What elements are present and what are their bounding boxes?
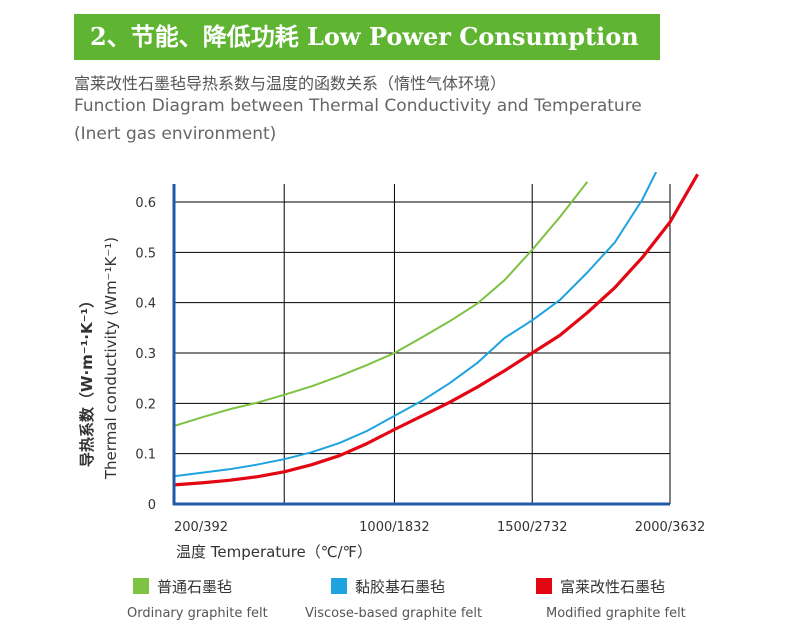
legend-label-viscose: 黏胶基石墨毡	[355, 578, 446, 596]
x-tick-label: 2000/3632	[635, 520, 706, 535]
y-tick-label: 0	[148, 498, 156, 513]
series-layer	[174, 172, 699, 487]
x-tick-label: 200/392	[174, 520, 228, 535]
grid-layer	[174, 184, 671, 504]
x-axis-label: 温度 Temperature（℃/℉）	[176, 543, 372, 561]
section-title: 2、节能、降低功耗 Low Power Consumption	[90, 22, 639, 51]
chart-subtitle-cn: 富莱改性石墨毡导热系数与温度的函数关系（惰性气体环境）	[74, 74, 507, 93]
y-tick-label: 0.5	[135, 246, 156, 261]
legend-label-ordinary: 普通石墨毡	[157, 578, 233, 596]
y-tick-label: 0.2	[135, 397, 156, 412]
x-tick-label: 1500/2732	[497, 520, 568, 535]
section-banner: 2、节能、降低功耗 Low Power Consumption	[74, 14, 660, 60]
y-tick-label: 0.1	[135, 448, 156, 463]
legend-label-modified-en: Modified graphite felt	[546, 606, 686, 621]
legend-swatch-viscose	[331, 578, 347, 594]
series-line-modified	[174, 173, 699, 487]
legend-label-ordinary-en: Ordinary graphite felt	[127, 606, 268, 621]
y-axis-label-cn: 导热系数（W·m⁻¹·K⁻¹）	[78, 293, 96, 467]
legend-label-modified: 富莱改性石墨毡	[560, 578, 666, 596]
x-tick-label: 1000/1832	[359, 520, 430, 535]
y-axis-label-en: Thermal conductivity (Wm⁻¹K⁻¹)	[102, 237, 120, 480]
series-line-ordinary	[174, 181, 589, 427]
legend-swatch-modified	[536, 578, 552, 594]
y-tick-label: 0.3	[135, 347, 156, 362]
series-line-viscose	[174, 172, 658, 478]
chart-subtitle-en: Function Diagram between Thermal Conduct…	[74, 96, 642, 116]
legend-label-viscose-en: Viscose-based graphite felt	[305, 606, 483, 621]
y-tick-label: 0.4	[135, 297, 156, 312]
y-tick-label: 0.6	[135, 196, 156, 211]
legend-swatch-ordinary	[133, 578, 149, 594]
axis-layer: 0 0.1 0.2 0.3 0.4 0.5 0.6 200/392 1000/1832 1500/…	[135, 184, 705, 535]
chart-subtitle-en-note: (Inert gas environment)	[74, 124, 277, 144]
